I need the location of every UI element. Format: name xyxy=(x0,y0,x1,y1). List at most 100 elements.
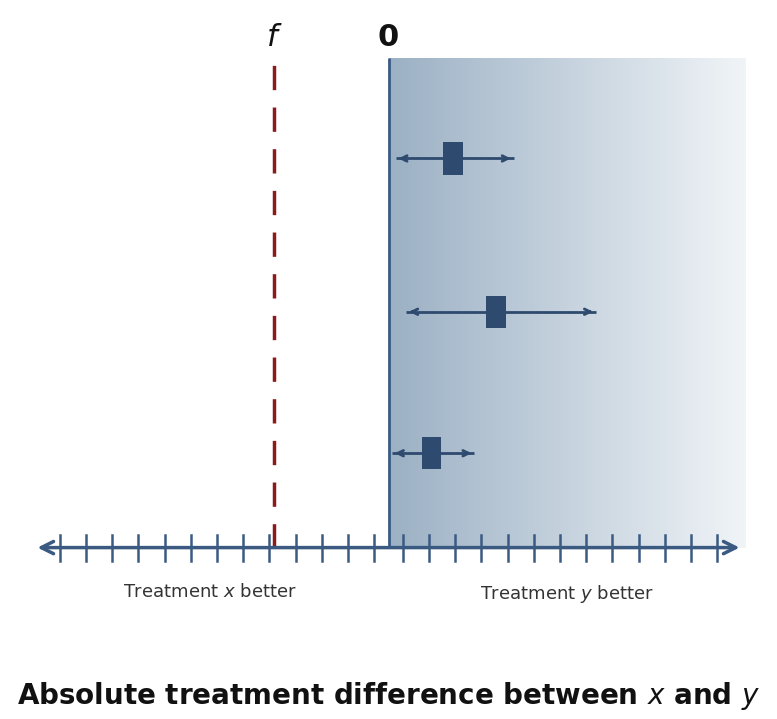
Bar xyxy=(444,58,446,548)
Bar xyxy=(420,58,422,548)
Bar xyxy=(538,58,540,548)
Bar xyxy=(517,58,518,548)
Bar xyxy=(467,58,469,548)
Bar xyxy=(535,58,536,548)
Bar xyxy=(579,58,580,548)
Bar xyxy=(447,58,448,548)
Bar xyxy=(427,58,428,548)
Bar xyxy=(484,58,485,548)
Bar xyxy=(560,58,561,548)
Bar xyxy=(543,58,545,548)
Bar xyxy=(607,58,608,548)
Bar xyxy=(625,58,627,548)
Bar xyxy=(547,58,548,548)
Bar xyxy=(697,58,699,548)
Bar xyxy=(659,58,660,548)
Bar xyxy=(628,58,629,548)
Bar xyxy=(694,58,695,548)
Bar xyxy=(629,58,630,548)
Bar xyxy=(455,58,456,548)
Bar xyxy=(577,58,578,548)
Bar xyxy=(617,58,618,548)
Bar xyxy=(678,58,679,548)
Bar xyxy=(509,58,510,548)
Bar xyxy=(486,58,487,548)
Bar xyxy=(578,58,579,548)
Bar xyxy=(665,58,666,548)
Bar xyxy=(496,58,497,548)
Bar xyxy=(476,58,478,548)
Bar xyxy=(569,58,570,548)
Bar xyxy=(574,58,576,548)
Bar xyxy=(453,58,454,548)
Bar xyxy=(728,58,730,548)
Bar xyxy=(636,58,637,548)
Bar xyxy=(516,58,517,548)
Bar xyxy=(735,58,737,548)
Bar xyxy=(612,58,614,548)
Bar xyxy=(430,58,431,548)
Bar xyxy=(486,296,506,328)
Text: Treatment $x$ better: Treatment $x$ better xyxy=(123,583,297,601)
Bar xyxy=(720,58,721,548)
Bar xyxy=(416,58,417,548)
Bar xyxy=(596,58,597,548)
Bar xyxy=(514,58,515,548)
Bar xyxy=(655,58,657,548)
Bar xyxy=(411,58,413,548)
Bar xyxy=(422,58,423,548)
Bar xyxy=(440,58,441,548)
Bar xyxy=(673,58,674,548)
Bar xyxy=(388,58,390,548)
Bar xyxy=(520,58,521,548)
Bar xyxy=(493,58,494,548)
Bar xyxy=(739,58,740,548)
Bar xyxy=(522,58,523,548)
Bar xyxy=(492,58,493,548)
Bar xyxy=(585,58,587,548)
Bar xyxy=(424,58,426,548)
Bar xyxy=(449,58,451,548)
Bar xyxy=(392,58,393,548)
Bar xyxy=(622,58,623,548)
Bar xyxy=(658,58,659,548)
Text: $f$: $f$ xyxy=(266,23,282,52)
Bar xyxy=(434,58,435,548)
Bar xyxy=(709,58,710,548)
Bar xyxy=(487,58,489,548)
Bar xyxy=(536,58,538,548)
Bar xyxy=(410,58,411,548)
Bar xyxy=(418,58,420,548)
Bar xyxy=(448,58,449,548)
Bar xyxy=(654,58,655,548)
Bar xyxy=(404,58,405,548)
Bar xyxy=(443,142,462,175)
Bar xyxy=(740,58,741,548)
Bar xyxy=(670,58,671,548)
Bar xyxy=(584,58,585,548)
Bar xyxy=(478,58,479,548)
Bar xyxy=(428,58,429,548)
Bar xyxy=(692,58,694,548)
Bar xyxy=(650,58,652,548)
Bar xyxy=(563,58,565,548)
Bar xyxy=(454,58,455,548)
Bar xyxy=(549,58,551,548)
Bar xyxy=(690,58,691,548)
Bar xyxy=(466,58,467,548)
Bar xyxy=(663,58,664,548)
Bar xyxy=(511,58,512,548)
Bar xyxy=(587,58,589,548)
Bar xyxy=(722,58,723,548)
Bar xyxy=(706,58,708,548)
Bar xyxy=(576,58,577,548)
Bar xyxy=(572,58,573,548)
Bar xyxy=(708,58,709,548)
Bar xyxy=(523,58,524,548)
Bar xyxy=(554,58,556,548)
Bar xyxy=(691,58,692,548)
Bar xyxy=(494,58,496,548)
Bar xyxy=(674,58,676,548)
Bar xyxy=(436,58,437,548)
Bar xyxy=(566,58,567,548)
